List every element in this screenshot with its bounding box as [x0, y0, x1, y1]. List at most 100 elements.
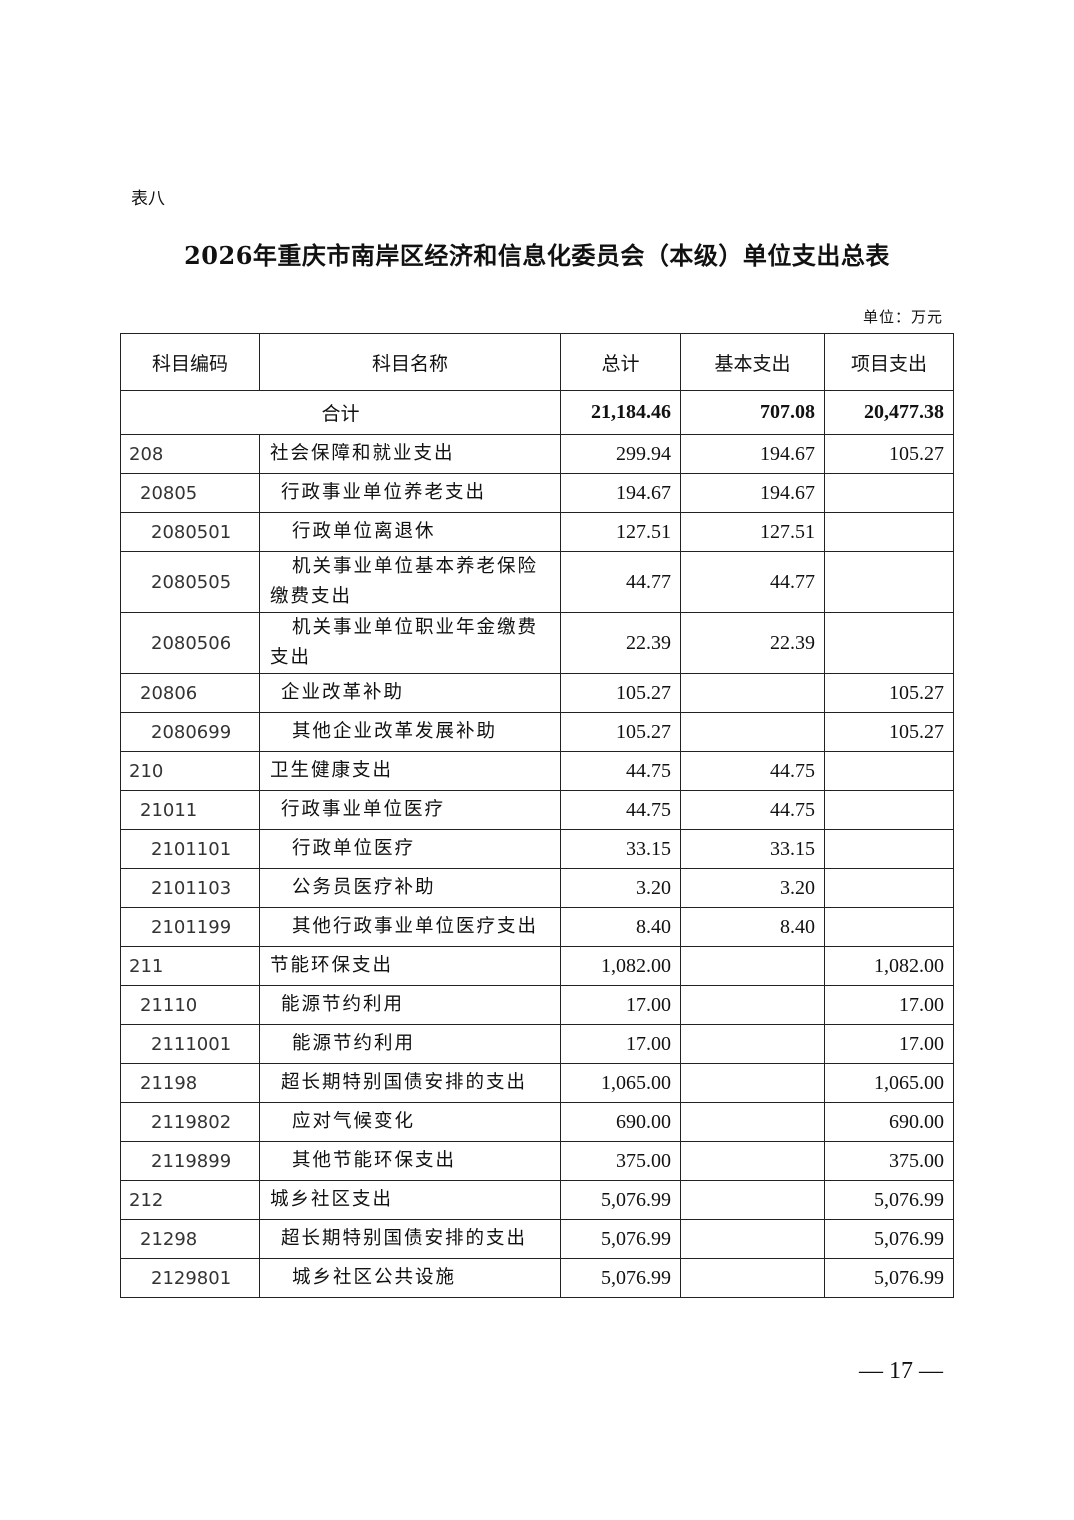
cell-code: 2080505 — [120, 551, 260, 613]
cell-name: 能源节约利用 — [259, 1024, 561, 1064]
cell-name: 超长期特别国债安排的支出 — [259, 1219, 561, 1259]
cell-name: 城乡社区公共设施 — [259, 1258, 561, 1298]
cell-project: 105.27 — [824, 712, 954, 752]
cell-name: 行政事业单位医疗 — [259, 790, 561, 830]
table-row: 2129801 城乡社区公共设施 5,076.99 5,076.99 — [120, 1258, 954, 1298]
cell-name: 能源节约利用 — [259, 985, 561, 1025]
cell-code: 2101103 — [120, 868, 260, 908]
cell-code: 20806 — [120, 673, 260, 713]
cell-total: 44.75 — [560, 751, 681, 791]
total-total: 21,184.46 — [560, 390, 681, 435]
cell-code: 210 — [120, 751, 260, 791]
table-row: 2101199 其他行政事业单位医疗支出 8.40 8.40 — [120, 907, 954, 947]
cell-name: 其他节能环保支出 — [259, 1141, 561, 1181]
cell-code: 20805 — [120, 473, 260, 513]
total-label: 合计 — [120, 390, 561, 435]
header-total: 总计 — [560, 333, 681, 391]
cell-name: 行政事业单位养老支出 — [259, 473, 561, 513]
table-row: 20806 企业改革补助 105.27 105.27 — [120, 673, 954, 713]
cell-basic — [680, 985, 825, 1025]
cell-project: 1,065.00 — [824, 1063, 954, 1103]
cell-project: 105.27 — [824, 673, 954, 713]
cell-code: 2119802 — [120, 1102, 260, 1142]
unit-label: 单位：万元 — [862, 308, 943, 326]
cell-total: 22.39 — [560, 612, 681, 674]
cell-total: 105.27 — [560, 673, 681, 713]
cell-code: 2080501 — [120, 512, 260, 552]
cell-total: 375.00 — [560, 1141, 681, 1181]
cell-total: 5,076.99 — [560, 1258, 681, 1298]
cell-code: 21198 — [120, 1063, 260, 1103]
cell-basic — [680, 1141, 825, 1181]
cell-code: 21011 — [120, 790, 260, 830]
cell-total: 194.67 — [560, 473, 681, 513]
cell-project — [824, 473, 954, 513]
cell-name: 行政单位离退休 — [259, 512, 561, 552]
cell-code: 2080699 — [120, 712, 260, 752]
cell-code: 211 — [120, 946, 260, 986]
cell-basic — [680, 1258, 825, 1298]
table-row: 21298 超长期特别国债安排的支出 5,076.99 5,076.99 — [120, 1219, 954, 1259]
header-basic: 基本支出 — [680, 333, 825, 391]
expenditure-table: 科目编码 科目名称 总计 基本支出 项目支出 合计 21,184.46 707.… — [120, 333, 954, 1298]
cell-name: 应对气候变化 — [259, 1102, 561, 1142]
table-row: 2119899 其他节能环保支出 375.00 375.00 — [120, 1141, 954, 1181]
table-row: 2101101 行政单位医疗 33.15 33.15 — [120, 829, 954, 869]
cell-basic: 194.67 — [680, 473, 825, 513]
cell-total: 127.51 — [560, 512, 681, 552]
cell-total: 44.77 — [560, 551, 681, 613]
cell-project: 1,082.00 — [824, 946, 954, 986]
cell-basic: 194.67 — [680, 434, 825, 474]
table-row: 2080699 其他企业改革发展补助 105.27 105.27 — [120, 712, 954, 752]
cell-total: 5,076.99 — [560, 1219, 681, 1259]
cell-code: 2101101 — [120, 829, 260, 869]
cell-total: 33.15 — [560, 829, 681, 869]
header-project: 项目支出 — [824, 333, 954, 391]
cell-basic — [680, 1102, 825, 1142]
cell-project: 17.00 — [824, 985, 954, 1025]
cell-name: 社会保障和就业支出 — [259, 434, 561, 474]
cell-name: 企业改革补助 — [259, 673, 561, 713]
table-row: 21110 能源节约利用 17.00 17.00 — [120, 985, 954, 1025]
table-row: 2101103 公务员医疗补助 3.20 3.20 — [120, 868, 954, 908]
cell-project — [824, 512, 954, 552]
cell-name: 卫生健康支出 — [259, 751, 561, 791]
cell-name: 行政单位医疗 — [259, 829, 561, 869]
cell-name: 其他企业改革发展补助 — [259, 712, 561, 752]
cell-code: 2080506 — [120, 612, 260, 674]
cell-project: 5,076.99 — [824, 1258, 954, 1298]
cell-code: 2111001 — [120, 1024, 260, 1064]
table-row: 211 节能环保支出 1,082.00 1,082.00 — [120, 946, 954, 986]
cell-name: 机关事业单位职业年金缴费支出 — [259, 612, 561, 674]
cell-total: 3.20 — [560, 868, 681, 908]
table-row: 20805 行政事业单位养老支出 194.67 194.67 — [120, 473, 954, 513]
cell-basic — [680, 1219, 825, 1259]
table-row: 2080505 机关事业单位基本养老保险缴费支出 44.77 44.77 — [120, 551, 954, 613]
cell-name: 节能环保支出 — [259, 946, 561, 986]
table-row: 2111001 能源节约利用 17.00 17.00 — [120, 1024, 954, 1064]
cell-basic — [680, 1024, 825, 1064]
page-number: — 17 — — [859, 1358, 943, 1384]
total-project: 20,477.38 — [824, 390, 954, 435]
cell-total: 105.27 — [560, 712, 681, 752]
table-row: 21011 行政事业单位医疗 44.75 44.75 — [120, 790, 954, 830]
cell-total: 17.00 — [560, 985, 681, 1025]
cell-total: 1,065.00 — [560, 1063, 681, 1103]
cell-total: 1,082.00 — [560, 946, 681, 986]
cell-total: 8.40 — [560, 907, 681, 947]
cell-project — [824, 751, 954, 791]
cell-basic: 22.39 — [680, 612, 825, 674]
cell-project: 17.00 — [824, 1024, 954, 1064]
cell-project — [824, 829, 954, 869]
cell-project: 5,076.99 — [824, 1180, 954, 1220]
cell-project: 690.00 — [824, 1102, 954, 1142]
cell-basic: 44.77 — [680, 551, 825, 613]
cell-basic: 8.40 — [680, 907, 825, 947]
cell-total: 17.00 — [560, 1024, 681, 1064]
cell-name: 公务员医疗补助 — [259, 868, 561, 908]
total-basic: 707.08 — [680, 390, 825, 435]
cell-name: 城乡社区支出 — [259, 1180, 561, 1220]
table-row: 2080506 机关事业单位职业年金缴费支出 22.39 22.39 — [120, 612, 954, 674]
header-code: 科目编码 — [120, 333, 260, 391]
cell-project — [824, 790, 954, 830]
